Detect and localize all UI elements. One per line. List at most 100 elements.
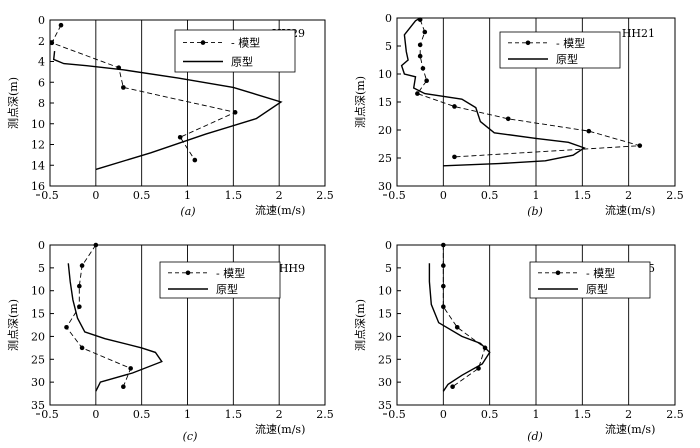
y-tick-label: 35 bbox=[378, 399, 392, 412]
y-tick-label: 0 bbox=[385, 12, 392, 25]
data-point-model bbox=[441, 304, 446, 310]
data-point-model bbox=[93, 242, 99, 248]
data-point-model bbox=[415, 91, 420, 96]
y-axis-label: 测点深(m) bbox=[7, 299, 20, 351]
series-line-prototype bbox=[400, 17, 586, 167]
y-tick-label: 30 bbox=[378, 376, 392, 389]
legend-box bbox=[174, 29, 296, 73]
plot-frame bbox=[396, 244, 676, 406]
data-point-model bbox=[49, 40, 55, 46]
panel-caption: (c) bbox=[183, 430, 198, 443]
x-tick-label: 0 bbox=[440, 408, 447, 421]
y-tick-label: 4 bbox=[38, 56, 45, 69]
x-axis-label: 流速(m/s) bbox=[255, 203, 305, 217]
series-line-prototype bbox=[428, 263, 491, 392]
x-tick-label: 2 bbox=[276, 189, 283, 202]
legend-box bbox=[499, 31, 621, 69]
x-tick-label: 0.5 bbox=[481, 189, 499, 202]
y-tick-label: 30 bbox=[31, 376, 45, 389]
y-tick-label: 15 bbox=[378, 308, 392, 321]
y-tick-label: 10 bbox=[378, 285, 392, 298]
x-tick-label: 1 bbox=[184, 189, 191, 202]
data-point-model bbox=[58, 22, 64, 28]
x-axis-label: 流速(m/s) bbox=[605, 422, 655, 436]
legend-marker-model bbox=[555, 270, 561, 276]
y-tick-label: 15 bbox=[31, 308, 45, 321]
data-point-model bbox=[79, 263, 85, 268]
legend-label-prototype: 原型 bbox=[586, 282, 608, 296]
data-point-model bbox=[121, 384, 126, 390]
y-tick-label: 5 bbox=[385, 40, 392, 53]
x-tick-label: 1.5 bbox=[574, 189, 592, 202]
data-point-model bbox=[505, 116, 511, 122]
data-point-model bbox=[192, 157, 198, 163]
data-point-model bbox=[441, 242, 446, 248]
data-point-model bbox=[586, 128, 592, 134]
data-point-model bbox=[79, 345, 85, 351]
y-tick-label: 10 bbox=[31, 285, 45, 298]
y-tick-label: 20 bbox=[31, 330, 45, 343]
y-tick-label: 0 bbox=[385, 239, 392, 252]
legend-label-model: - 模型 bbox=[556, 36, 585, 50]
y-tick-label: 10 bbox=[31, 118, 45, 131]
data-point-model bbox=[450, 384, 455, 390]
legend-label-prototype: 原型 bbox=[556, 52, 578, 66]
panel-caption: (d) bbox=[527, 430, 543, 443]
series-line-prototype bbox=[67, 263, 163, 392]
data-point-model bbox=[452, 104, 457, 109]
data-point-model bbox=[441, 283, 446, 289]
x-tick-label: 1 bbox=[533, 408, 540, 421]
y-tick-label: 25 bbox=[378, 353, 392, 366]
y-tick-label: 8 bbox=[38, 97, 45, 110]
y-tick-label: 5 bbox=[385, 262, 392, 275]
x-tick-label: 1 bbox=[533, 189, 540, 202]
x-tick-label: 0 bbox=[92, 408, 99, 421]
station-label: HH21 bbox=[622, 27, 655, 40]
x-axis-label: 流速(m/s) bbox=[605, 203, 655, 217]
x-tick-label: 0 bbox=[92, 189, 99, 202]
x-tick-label: 1.5 bbox=[225, 408, 243, 421]
y-tick-label: 6 bbox=[38, 76, 45, 89]
x-tick-label: 2 bbox=[276, 408, 283, 421]
panel-caption: (a) bbox=[180, 205, 195, 218]
y-tick-label: 0 bbox=[38, 14, 45, 27]
y-axis-label: 测点深(m) bbox=[7, 77, 20, 129]
y-tick-label: 10 bbox=[378, 68, 392, 81]
data-point-model bbox=[420, 66, 426, 71]
y-tick-label: 2 bbox=[38, 35, 45, 48]
x-tick-label: 1.5 bbox=[225, 189, 243, 202]
x-tick-label: 1.5 bbox=[574, 408, 592, 421]
y-tick-label: 0 bbox=[38, 239, 45, 252]
y-axis-label: 测点深(m) bbox=[354, 76, 367, 128]
legend-marker-model bbox=[525, 40, 531, 46]
x-tick-label: 0.5 bbox=[133, 189, 151, 202]
y-axis-label: 测点深(m) bbox=[354, 299, 367, 351]
legend-label-prototype: 原型 bbox=[216, 282, 238, 296]
data-point-model bbox=[177, 134, 183, 140]
x-tick-label: 2 bbox=[625, 189, 632, 202]
data-point-model bbox=[128, 366, 133, 371]
y-tick-label: 20 bbox=[378, 330, 392, 343]
x-tick-label: 1 bbox=[184, 408, 191, 421]
x-tick-label: 0.5 bbox=[388, 189, 406, 202]
x-tick-label: 2 bbox=[625, 408, 632, 421]
y-tick-label: 35 bbox=[31, 399, 45, 412]
legend-label-prototype: 原型 bbox=[231, 55, 253, 69]
data-point-model bbox=[77, 304, 82, 310]
y-tick-label: 5 bbox=[38, 262, 45, 275]
y-tick-label: 12 bbox=[31, 139, 45, 152]
data-point-model bbox=[441, 263, 446, 268]
x-tick-label: 2.5 bbox=[666, 189, 684, 202]
x-tick-label: 2.5 bbox=[666, 408, 684, 421]
data-point-model bbox=[121, 85, 126, 90]
data-point-model bbox=[454, 324, 460, 330]
legend-label-model: - 模型 bbox=[586, 266, 615, 280]
data-point-model bbox=[452, 154, 457, 160]
y-tick-label: 25 bbox=[31, 353, 45, 366]
x-tick-label: 0.5 bbox=[133, 408, 151, 421]
y-tick-label: 16 bbox=[31, 180, 45, 193]
